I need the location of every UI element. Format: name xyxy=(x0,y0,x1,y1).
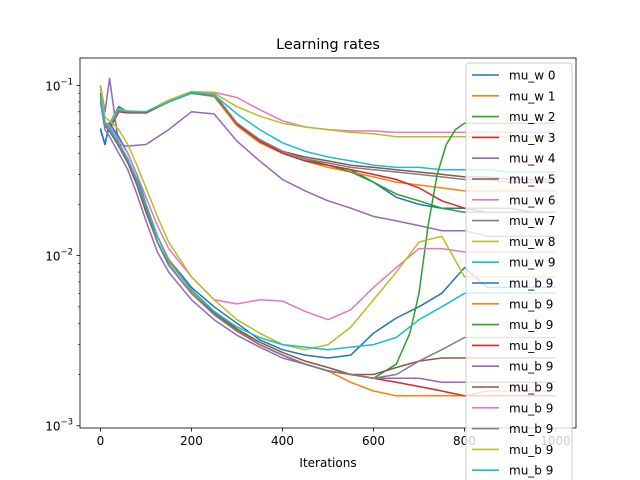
x-tick-label: 200 xyxy=(180,434,203,448)
legend-entry-label: mu_w 5 xyxy=(509,173,556,187)
legend-entry-label: mu_b 9 xyxy=(509,277,553,291)
x-tick-label: 600 xyxy=(362,434,385,448)
series-line-19 xyxy=(99,97,556,351)
legend-entry-label: mu_b 9 xyxy=(509,381,553,395)
legend-entry-label: mu_b 9 xyxy=(509,464,553,478)
legend-entry-label: mu_b 9 xyxy=(509,318,553,332)
legend: mu_w 0 mu_w 1 mu_w 2 mu_w 3 mu_w 4 mu_w 5 mu_w… xyxy=(465,62,573,480)
chart-title: Learning rates xyxy=(276,37,380,53)
legend-entry-label: mu_b 9 xyxy=(509,297,553,311)
legend-entry-label: mu_w 0 xyxy=(509,69,556,83)
legend-entry-label: mu_w 7 xyxy=(509,214,556,228)
legend-entry-label: mu_b 9 xyxy=(509,339,553,353)
series-line-18 xyxy=(99,85,556,351)
legend-entry-label: mu_b 9 xyxy=(509,443,553,457)
y-tick-exponent: −2 xyxy=(60,248,73,258)
plot-frame xyxy=(79,57,577,429)
series-layer xyxy=(99,77,556,397)
legend-entry-label: mu_b 9 xyxy=(509,401,553,415)
legend-entry-label: mu_b 9 xyxy=(509,360,553,374)
series-line-15 xyxy=(99,97,556,376)
legend-entry-label: mu_b 9 xyxy=(509,422,553,436)
legend-entry-label: mu_w 4 xyxy=(509,152,556,166)
legend-entry-label: mu_w 1 xyxy=(509,89,556,103)
y-tick-exponent: −3 xyxy=(60,418,73,428)
x-tick-label: 0 xyxy=(97,434,105,448)
legend-entry-label: mu_w 2 xyxy=(509,110,556,124)
legend-entry-label: mu_w 8 xyxy=(509,235,556,249)
x-axis-label: Iterations xyxy=(299,456,356,470)
y-tick-exponent: −1 xyxy=(60,77,73,87)
legend-entry-label: mu_w 3 xyxy=(509,131,556,145)
legend-entry-label: mu_w 9 xyxy=(509,256,556,270)
legend-box xyxy=(465,62,573,480)
legend-entry-label: mu_w 6 xyxy=(509,193,556,207)
x-tick-label: 400 xyxy=(271,434,294,448)
series-line-17 xyxy=(99,97,556,380)
series-line-14 xyxy=(99,101,556,384)
series-line-16 xyxy=(99,97,556,321)
